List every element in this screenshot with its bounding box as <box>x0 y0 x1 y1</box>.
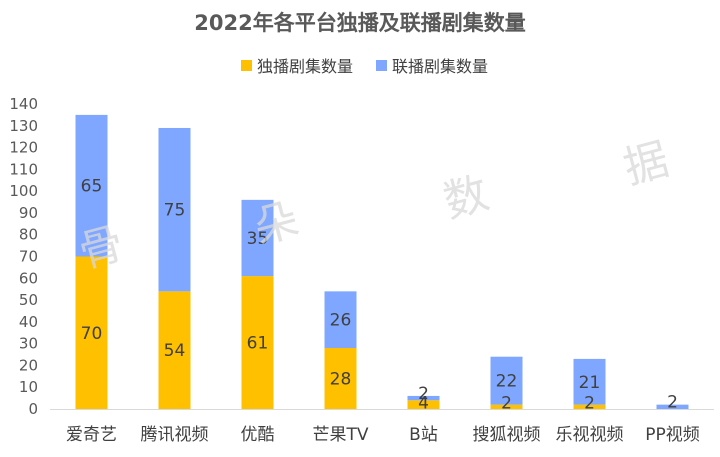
x-tick-label: B站 <box>409 425 438 445</box>
y-tick-label: 70 <box>19 248 38 266</box>
y-tick-label: 40 <box>19 313 38 331</box>
y-tick-label: 0 <box>28 400 38 418</box>
x-tick-label: 爱奇艺 <box>66 425 117 445</box>
data-label: 75 <box>164 201 186 221</box>
y-tick-label: 110 <box>9 160 38 178</box>
chart-title: 2022年各平台独播及联播剧集数量 <box>194 11 525 35</box>
x-tick-label: 腾讯视频 <box>141 425 209 445</box>
data-label: 21 <box>579 373 601 393</box>
y-tick-label: 50 <box>19 291 38 309</box>
data-label: 61 <box>247 334 269 354</box>
legend-swatch-exclusive <box>241 60 252 71</box>
y-tick-label: 120 <box>9 139 38 157</box>
data-label: 28 <box>330 370 352 390</box>
watermark-char: 据 <box>618 134 674 195</box>
bar-segment <box>573 404 606 409</box>
y-tick-label: 140 <box>9 95 38 113</box>
bar-segment <box>324 348 357 409</box>
bar-segment <box>490 404 523 409</box>
bar-segment <box>407 395 440 401</box>
x-tick-label: 搜狐视频 <box>473 425 541 445</box>
data-label: 4 <box>418 394 429 414</box>
x-tick-label: PP视频 <box>645 425 700 445</box>
bar-segment <box>407 400 440 409</box>
y-tick-label: 90 <box>19 204 38 222</box>
y-tick-label: 60 <box>19 269 38 287</box>
data-label: 2 <box>667 393 678 413</box>
watermark-char: 数 <box>438 168 494 229</box>
bar-segment <box>324 291 357 348</box>
y-tick-label: 130 <box>9 117 38 135</box>
bar-segment <box>241 199 274 277</box>
legend-label-exclusive: 独播剧集数量 <box>257 57 353 76</box>
legend-swatch-simulcast <box>376 60 387 71</box>
x-tick-label: 乐视视频 <box>556 425 624 445</box>
data-label: 2 <box>418 384 429 404</box>
y-tick-label: 80 <box>19 226 38 244</box>
y-tick-label: 20 <box>19 356 38 374</box>
bar-segment <box>241 276 274 409</box>
bar-segment <box>158 127 191 292</box>
y-tick-label: 10 <box>19 378 38 396</box>
x-axis: 爱奇艺 腾讯视频 优酷 芒果TV B站 搜狐视频 乐视视频 PP视频 <box>66 425 700 445</box>
data-label: 2 <box>501 394 512 414</box>
bar-segment <box>75 114 108 257</box>
data-label: 26 <box>330 311 352 331</box>
bar-segment <box>656 404 689 409</box>
x-tick-label: 优酷 <box>241 425 275 445</box>
data-label: 2 <box>584 394 595 414</box>
data-label: 22 <box>496 372 518 392</box>
x-tick-label: 芒果TV <box>312 425 368 445</box>
y-axis: 0 10 20 30 40 50 60 70 80 90 100 110 120 130 140 <box>9 95 38 418</box>
bar-segment <box>75 256 108 409</box>
bar-segment <box>158 291 191 409</box>
legend-label-simulcast: 联播剧集数量 <box>392 57 488 76</box>
data-label: 70 <box>81 324 103 344</box>
y-tick-label: 100 <box>9 182 38 200</box>
data-label: 54 <box>164 341 186 361</box>
bars <box>75 114 689 409</box>
bar-segment <box>573 358 606 405</box>
bar-segment <box>490 356 523 405</box>
data-label: 35 <box>247 229 269 249</box>
y-tick-label: 30 <box>19 335 38 353</box>
legend: 独播剧集数量 联播剧集数量 <box>241 57 488 76</box>
data-label: 65 <box>81 177 103 197</box>
